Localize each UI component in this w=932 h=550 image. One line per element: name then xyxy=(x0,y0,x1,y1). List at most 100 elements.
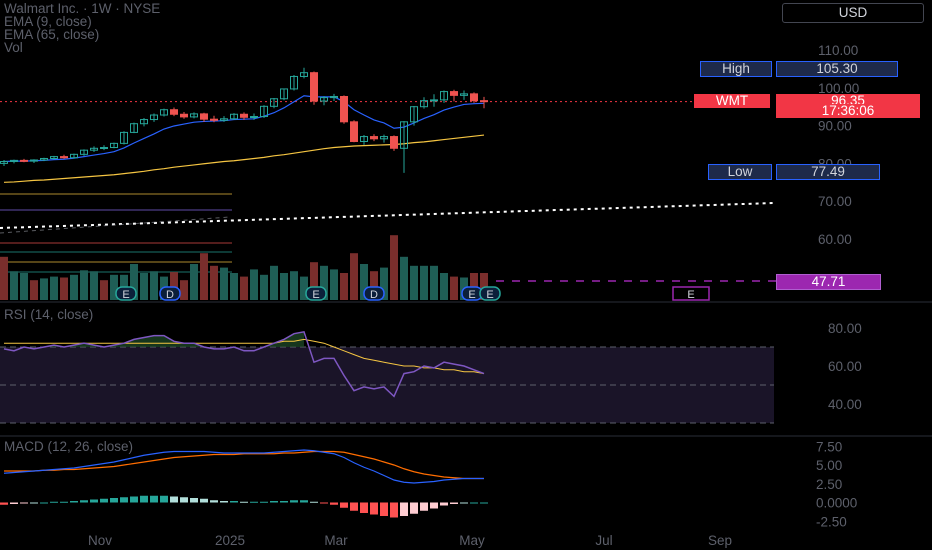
volume-bar xyxy=(390,235,398,300)
macd-histogram-bar xyxy=(460,502,468,504)
macd-histogram-bar xyxy=(180,497,188,503)
macd-histogram-bar xyxy=(240,501,248,503)
macd-histogram-bar xyxy=(70,501,78,503)
macd-histogram-bar xyxy=(210,500,218,503)
candle-body xyxy=(50,156,58,159)
volume-bar xyxy=(80,270,88,300)
low-value: 77.49 xyxy=(776,164,880,180)
trend-line xyxy=(0,202,775,229)
event-marker xyxy=(305,286,327,301)
volume-bar xyxy=(110,274,118,300)
rsi-line xyxy=(3,330,485,398)
volume-bar xyxy=(130,264,138,300)
candle-body xyxy=(220,118,228,121)
macd-histogram-bar xyxy=(100,498,108,503)
candle-body xyxy=(140,119,148,125)
event-marker-label: E xyxy=(122,289,129,301)
low-label: Low xyxy=(708,164,772,180)
volume-bar xyxy=(210,265,218,300)
candle-body xyxy=(190,113,198,118)
future-earnings-label: E xyxy=(687,289,694,301)
candle-body xyxy=(40,157,48,161)
event-marker xyxy=(363,286,385,301)
macd-histogram-bar xyxy=(80,500,88,503)
macd-histogram-bar xyxy=(290,500,298,503)
macd-axis-tick: 0.0000 xyxy=(816,496,857,511)
high-value: 105.30 xyxy=(776,61,898,77)
candle-body xyxy=(310,72,318,102)
volume-bar xyxy=(430,265,438,300)
price-axis-tick: 100.00 xyxy=(818,81,859,96)
macd-histogram-bar xyxy=(260,501,268,503)
volume-bar xyxy=(450,276,458,300)
candle-body xyxy=(170,109,178,115)
price-axis-tick: 70.00 xyxy=(818,194,852,209)
macd-legend: MACD (12, 26, close) xyxy=(4,439,134,454)
macd-histogram-bar xyxy=(30,502,38,504)
macd-line xyxy=(3,449,484,484)
volume-bar xyxy=(440,273,448,300)
ema9-line xyxy=(3,95,485,163)
ema65-line xyxy=(3,134,485,183)
macd-histogram-bar xyxy=(330,502,338,505)
candle-body xyxy=(10,159,18,163)
volume-bar xyxy=(220,267,228,300)
macd-histogram-bar xyxy=(340,502,348,508)
macd-histogram-bar xyxy=(430,502,438,509)
macd-histogram-bar xyxy=(410,502,418,514)
time-axis-label: Mar xyxy=(324,533,348,548)
volume-bar xyxy=(230,273,238,300)
volume-bar xyxy=(100,280,108,300)
time-axis-label: Jul xyxy=(595,533,612,548)
candle-body xyxy=(80,149,88,155)
volume-bar xyxy=(240,276,248,300)
candle-body xyxy=(380,136,388,140)
rsi-legend: RSI (14, close) xyxy=(4,307,94,322)
volume-bar xyxy=(310,262,318,300)
macd-histogram-bar xyxy=(200,498,208,503)
candle-body xyxy=(160,109,168,116)
macd-histogram-bar xyxy=(300,500,308,503)
macd-histogram-bar xyxy=(120,497,128,503)
volume-bar xyxy=(190,264,198,300)
macd-histogram-bar xyxy=(380,502,388,516)
macd-histogram-bar xyxy=(10,502,18,504)
event-marker-label: D xyxy=(166,289,174,301)
candle-body xyxy=(210,118,218,121)
candle-body xyxy=(410,106,418,123)
macd-histogram-bar xyxy=(390,502,398,518)
volume-bar xyxy=(330,269,338,300)
ema65-legend: EMA (65, close) xyxy=(4,27,100,42)
currency-button[interactable]: USD xyxy=(782,3,924,23)
candle-body xyxy=(260,105,268,118)
volume-bar xyxy=(170,272,178,300)
candle-body xyxy=(430,99,438,102)
time-axis-label: Nov xyxy=(88,533,112,548)
candle-body xyxy=(60,156,68,159)
volume-bar xyxy=(40,278,48,300)
macd-histogram-bar xyxy=(470,502,478,504)
candle-body xyxy=(350,121,358,142)
candle-body xyxy=(200,113,208,120)
bar-countdown: 17:36:06 xyxy=(776,104,920,118)
candle-body xyxy=(470,93,478,102)
volume-bar xyxy=(50,276,58,300)
macd-histogram-bar xyxy=(0,502,8,505)
macd-histogram-bar xyxy=(400,502,408,516)
macd-histogram-bar xyxy=(170,496,178,503)
event-marker xyxy=(159,286,181,301)
volume-bar xyxy=(350,253,358,300)
volume-bar xyxy=(480,273,488,300)
symbol-tag: WMT xyxy=(694,94,770,108)
volume-bar xyxy=(420,265,428,300)
future-earnings-marker xyxy=(672,286,710,301)
candle-body xyxy=(230,113,238,120)
volume-bar xyxy=(60,277,68,300)
macd-histogram-bar xyxy=(230,501,238,503)
event-marker xyxy=(479,286,501,301)
candle-body xyxy=(300,72,308,77)
volume-bar xyxy=(10,271,18,300)
macd-histogram-bar xyxy=(420,502,428,511)
volume-bar xyxy=(380,267,388,300)
candle-body xyxy=(450,91,458,96)
